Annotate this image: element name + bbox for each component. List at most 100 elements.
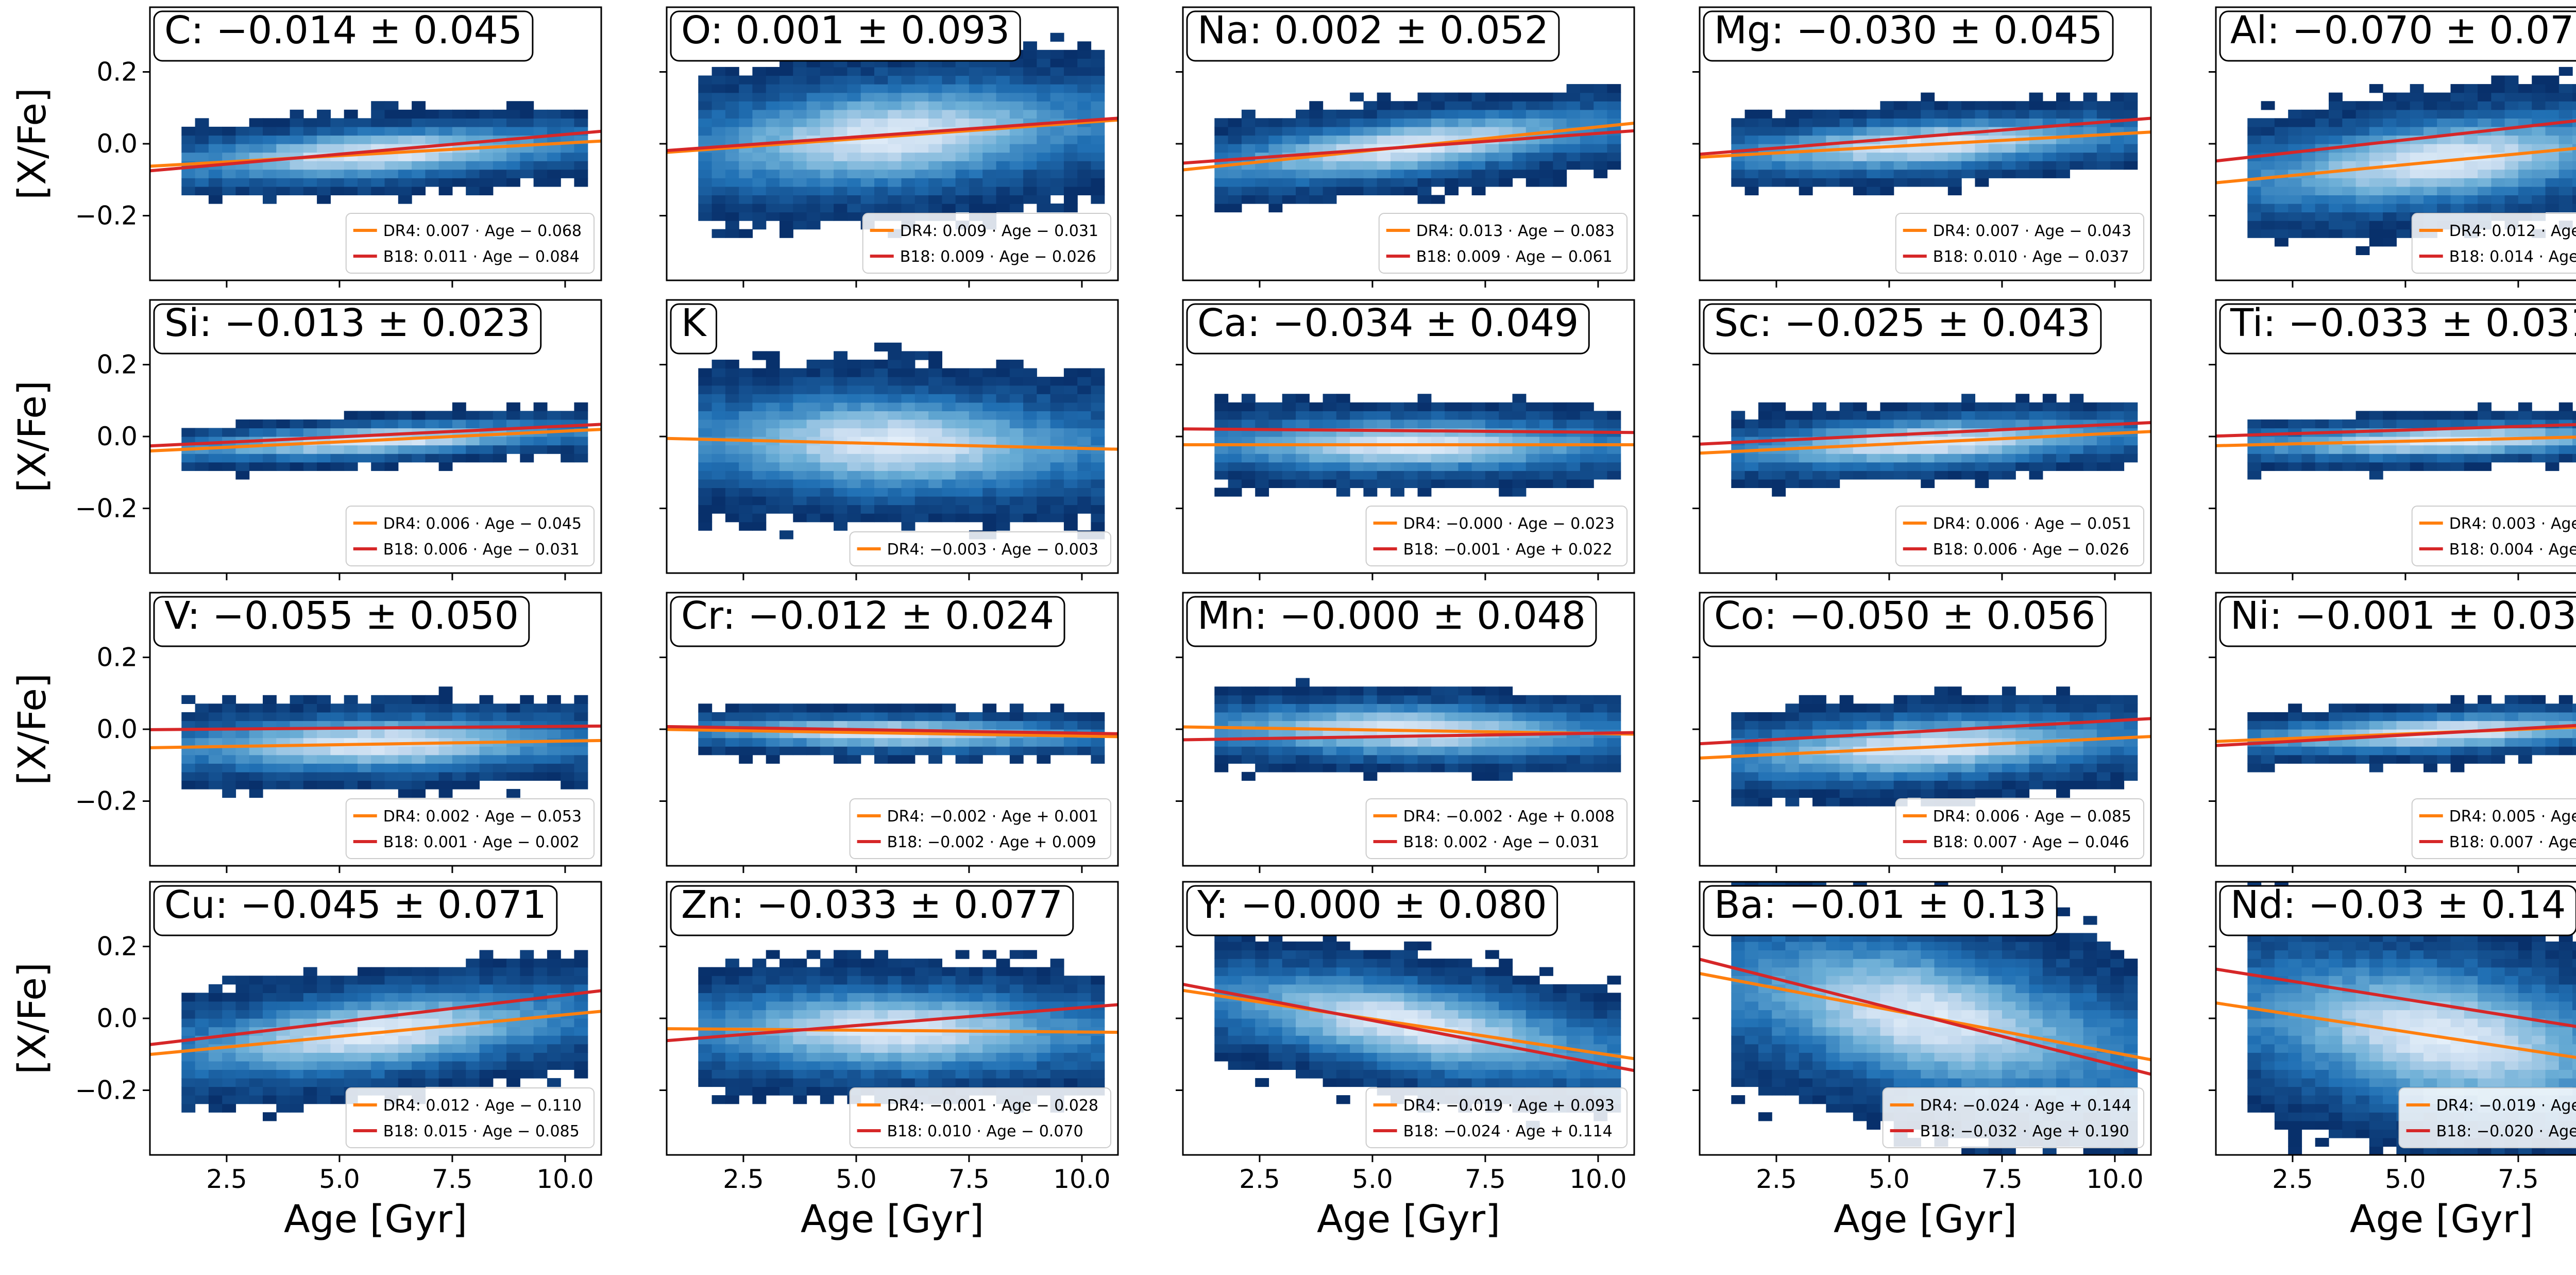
fit-line-dr4-mg [1700,130,2151,159]
y-tick-label: 0.0 [96,422,138,451]
fit-lines-si [150,423,601,453]
legend-frame-co [1895,798,2144,859]
x-tick-label: 2.5 [723,1164,764,1194]
legend-label-dr4: DR4: 0.005 · Age − 0.038 [2449,808,2576,826]
panel-co: Co: −0.050 ± 0.056 DR4: 0.006 · Age − 0.0… [1692,592,2152,873]
legend-mn: DR4: −0.002 · Age + 0.008 B18: 0.002 · Ag… [1365,798,1628,859]
legend-label-dr4: DR4: 0.006 · Age − 0.045 [383,515,582,533]
legend-label-b18: B18: −0.002 · Age + 0.009 [887,833,1096,851]
panel-title-ba: Ba: −0.01 ± 0.13 [1714,883,2046,927]
fit-line-b18-al [2216,119,2576,163]
legend-label-dr4: DR4: 0.013 · Age − 0.083 [1416,222,1615,240]
fit-line-dr4-zn [667,1027,1118,1034]
legend-label-dr4: DR4: −0.001 · Age − 0.028 [887,1097,1098,1115]
fit-line-b18-o [667,116,1118,153]
x-tick-label: 7.5 [1465,1164,1506,1194]
x-tick-label: 10.0 [1569,1164,1626,1194]
fit-line-dr4-cu [150,1010,601,1056]
legend-ba: DR4: −0.024 · Age + 0.144 B18: −0.032 · A… [1882,1087,2144,1148]
legend-label-dr4: DR4: 0.007 · Age − 0.043 [1933,222,2131,240]
panel-sc: Sc: −0.025 ± 0.043 DR4: 0.006 · Age − 0.0… [1692,299,2152,580]
legend-frame-mn [1365,798,1628,859]
panel-title-box-ba [1703,885,2058,936]
x-tick-label: 2.5 [2272,1164,2313,1194]
panel-mg: Mg: −0.030 ± 0.045 DR4: 0.007 · Age − 0.0… [1692,6,2152,288]
legend-label-b18: B18: 0.010 · Age − 0.070 [887,1122,1083,1140]
legend-na: DR4: 0.013 · Age − 0.083 B18: 0.009 · Age… [1378,213,1628,274]
y-tick-label: 0.2 [96,932,138,962]
y-tick-label: 0.0 [96,129,138,159]
panel-si: 0.2 0.0 −0.2 Si: −0.013 ± 0.023 DR4: 0.006 ·… [10,299,602,580]
legend-label-b18: B18: 0.004 · Age − 0.002 [2449,541,2576,559]
panel-title-box-si [153,303,542,355]
panel-title-mg: Mg: −0.030 ± 0.045 [1714,8,2103,53]
legend-si: DR4: 0.006 · Age − 0.045 B18: 0.006 · Age… [345,506,595,566]
legend-frame-v [345,798,595,859]
panel-k: K DR4: −0.003 · Age − 0.003 [659,299,1119,580]
legend-label-b18: B18: 0.014 · Age − 0.059 [2449,248,2576,266]
panel-zn: 2.5 5.0 7.5 10.0 Zn: −0.033 ± 0.077 DR4: −0.0… [659,881,1119,1242]
legend-frame-si [345,506,595,566]
legend-ca: DR4: −0.000 · Age − 0.023 B18: −0.001 · A… [1365,506,1628,566]
x-axis-label: Age [Gyr] [1317,1197,1500,1242]
fit-line-b18-ti [2216,423,2576,438]
y-axis-label: [X/Fe] [10,380,55,492]
fit-line-dr4-y [1183,988,1634,1061]
legend-ti: DR4: 0.003 · Age − 0.028 B18: 0.004 · Age… [2411,506,2576,566]
legend-ni: DR4: 0.005 · Age − 0.038 B18: 0.007 · Age… [2411,798,2576,859]
legend-frame-k [849,531,1111,566]
fit-lines-o [667,116,1118,154]
panel-title-ti: Ti: −0.033 ± 0.031 [2230,301,2576,345]
panel-title-box-mn [1186,596,1597,647]
x-axis-label: Age [Gyr] [2350,1197,2533,1242]
fit-line-b18-v [150,724,601,731]
fit-lines-na [1183,121,1634,172]
panel-c: 0.2 0.0 −0.2 C: −0.014 ± 0.045 DR4: 0.007 · … [10,6,602,288]
y-tick-label: −0.2 [75,493,138,523]
y-axis-label: [X/Fe] [10,673,55,785]
panel-title-box-ca [1186,303,1590,355]
legend-label-dr4: DR4: 0.003 · Age − 0.028 [2449,515,2576,533]
x-tick-label: 2.5 [1239,1164,1280,1194]
y-tick-label: −0.2 [75,200,138,230]
legend-co: DR4: 0.006 · Age − 0.085 B18: 0.007 · Age… [1895,798,2144,859]
x-axis-label: Age [Gyr] [1834,1197,2017,1242]
histogram-y [1214,924,1621,1130]
panel-title-ni: Ni: −0.001 ± 0.033 [2230,594,2576,638]
panel-ti: Ti: −0.033 ± 0.031 DR4: 0.003 · Age − 0.0… [2209,299,2576,580]
fit-line-dr4-sc [1700,430,2151,455]
panel-title-box-al [2219,10,2576,62]
legend-frame-zn [849,1087,1111,1148]
histogram-mg [1731,92,2138,195]
fit-line-dr4-c [150,139,601,168]
y-tick-label: 0.0 [96,1003,138,1033]
fit-line-b18-sc [1700,421,2151,446]
x-tick-label: 5.0 [319,1164,360,1194]
panel-title-zn: Zn: −0.033 ± 0.077 [681,883,1063,927]
fit-line-dr4-v [150,739,601,749]
panel-title-box-mg [1703,10,2114,62]
x-tick-label: 5.0 [836,1164,877,1194]
histogram-o [698,32,1105,238]
fit-lines-ba [1700,958,2151,1076]
panel-title-mn: Mn: −0.000 ± 0.048 [1197,594,1586,638]
legend-frame-y [1365,1087,1628,1148]
panel-title-box-cr [670,596,1065,647]
legend-mg: DR4: 0.007 · Age − 0.043 B18: 0.010 · Age… [1895,213,2144,274]
legend-cr: DR4: −0.002 · Age + 0.001 B18: −0.002 · A… [849,798,1111,859]
panel-cu: 2.5 5.0 7.5 10.0 0.2 0.0 −0.2 Cu: −0.045 ± 0.07… [10,881,602,1242]
fit-lines-k [667,437,1118,451]
legend-label-b18: B18: 0.001 · Age − 0.002 [383,833,580,851]
legend-frame-sc [1895,506,2144,566]
fit-lines-al [2216,119,2576,184]
panel-title-k: K [681,301,707,345]
legend-label-b18: B18: −0.032 · Age + 0.190 [1920,1122,2129,1140]
legend-frame-al [2411,213,2576,274]
legend-o: DR4: 0.009 · Age − 0.031 B18: 0.009 · Age… [862,213,1111,274]
fit-line-b18-ba [1700,958,2151,1076]
legend-label-dr4: DR4: 0.012 · Age − 0.118 [2449,222,2576,240]
panel-title-nd: Nd: −0.03 ± 0.14 [2230,883,2566,927]
fit-line-dr4-o [667,118,1118,154]
y-tick-label: 0.2 [96,643,138,673]
legend-c: DR4: 0.007 · Age − 0.068 B18: 0.011 · Age… [345,213,595,274]
